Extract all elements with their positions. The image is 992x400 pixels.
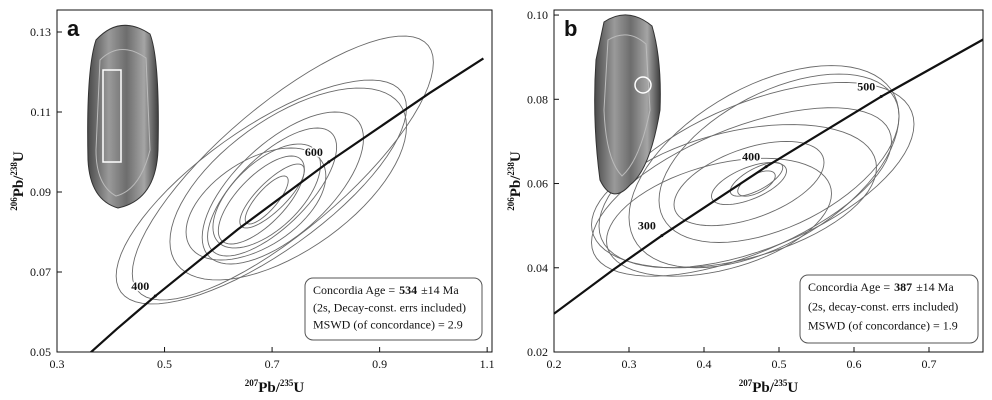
x-axis-label-part: 235 <box>774 378 788 388</box>
y-axis-label-part: U <box>11 151 27 162</box>
x-tick-label: 0.3 <box>622 357 637 371</box>
annotation-box <box>799 274 979 344</box>
annotation-mswd: MSWD (of concordance) = 1.9 <box>808 319 958 333</box>
x-axis-label-part: 235 <box>280 378 294 388</box>
age-point <box>153 294 157 298</box>
annotation-error: ±14 Ma <box>421 283 459 297</box>
y-tick-label: 0.07 <box>30 265 51 279</box>
age-label: 600 <box>305 145 323 159</box>
y-axis-label: 206Pb/238U <box>9 151 27 211</box>
y-tick-label: 0.02 <box>527 345 548 359</box>
annotation-error: ±14 Ma <box>916 280 954 294</box>
error-ellipse <box>244 175 289 225</box>
error-ellipse <box>212 143 321 249</box>
annotation-line: Concordia Age = 387 ±14 Ma <box>808 280 954 294</box>
x-axis-label-part: Pb/ <box>752 380 775 396</box>
annotation-mswd: MSWD (of concordance) = 2.9 <box>313 318 463 332</box>
concordia-curve <box>89 57 484 352</box>
plot-frame <box>56 9 493 353</box>
panel: 300 400 500 0.2 0.3 0.4 0.5 0.6 0.7 0.02 0.04 0.06 0… <box>506 8 984 396</box>
annotation-age: 534 <box>399 283 417 297</box>
x-tick-label: 1.1 <box>480 357 495 371</box>
error-ellipse <box>217 155 305 245</box>
y-axis-label-part: 238 <box>506 162 516 176</box>
annotation-prefix: Concordia Age = <box>808 280 890 294</box>
x-tick-label: 0.2 <box>547 357 562 371</box>
error-ellipse <box>591 107 892 277</box>
age-point <box>879 95 883 99</box>
age-label: 300 <box>638 219 656 233</box>
error-ellipse <box>737 170 776 197</box>
y-axis-label-part: 238 <box>9 162 19 176</box>
error-ellipse <box>658 73 900 243</box>
x-tick-label: 0.6 <box>847 357 862 371</box>
error-ellipse <box>239 163 305 229</box>
age-label: 400 <box>131 279 149 293</box>
error-ellipse <box>131 35 434 301</box>
annotation-prefix: Concordia Age = <box>313 283 395 297</box>
x-tick-label: 0.3 <box>50 357 65 371</box>
age-point <box>764 165 768 169</box>
error-ellipse <box>628 65 900 269</box>
y-axis-label-part: Pb/ <box>508 175 524 198</box>
error-ellipse <box>591 124 877 269</box>
panel-letter: a <box>67 16 80 41</box>
zircon-image <box>594 14 661 195</box>
x-axis-label: 207Pb/235U <box>245 378 305 396</box>
plot-frame <box>553 9 984 353</box>
y-tick-label: 0.09 <box>30 185 51 199</box>
plot-area <box>89 35 484 352</box>
panel-letter: b <box>564 16 577 41</box>
annotation-note: (2s, decay-const. errs included) <box>808 299 958 313</box>
x-tick-label: 0.4 <box>697 357 712 371</box>
panel: 400 600 0.3 0.5 0.7 0.9 1.1 0.05 0.07 0.09 0.11 0.1… <box>9 9 495 396</box>
error-ellipse <box>673 140 825 227</box>
y-tick-label: 0.04 <box>527 261 548 275</box>
error-ellipse <box>169 87 407 281</box>
error-ellipse <box>606 157 832 277</box>
x-axis-label-part: U <box>787 380 798 396</box>
y-axis-label-part: U <box>508 151 524 162</box>
y-axis-label-part: 206 <box>9 197 19 211</box>
error-ellipse <box>598 82 915 269</box>
x-axis-label: 207Pb/235U <box>739 378 799 396</box>
x-axis-label-part: 207 <box>739 378 753 388</box>
error-ellipse <box>185 147 327 261</box>
y-tick-label: 0.08 <box>527 92 548 106</box>
x-tick-label: 0.5 <box>157 357 172 371</box>
x-tick-label: 0.9 <box>372 357 387 371</box>
plot-area <box>554 38 983 315</box>
y-axis-label: 206Pb/238U <box>506 151 524 211</box>
x-axis-label-part: 207 <box>245 378 259 388</box>
annotation-age: 387 <box>894 280 912 294</box>
x-tick-label: 0.7 <box>265 357 280 371</box>
age-point <box>660 234 664 238</box>
y-tick-label: 0.11 <box>30 105 51 119</box>
annotation-note: (2s, Decay-const. errs included) <box>313 300 466 314</box>
error-ellipse <box>207 127 338 257</box>
y-tick-label: 0.06 <box>527 177 548 191</box>
annotation-line: Concordia Age = 534 ±14 Ma <box>313 283 459 297</box>
error-ellipse <box>711 162 787 206</box>
y-axis-label-part: Pb/ <box>11 175 27 198</box>
y-tick-label: 0.05 <box>30 345 51 359</box>
error-ellipse <box>201 111 364 265</box>
x-tick-label: 0.5 <box>772 357 787 371</box>
age-label: 500 <box>857 80 875 94</box>
y-tick-label: 0.10 <box>527 8 548 22</box>
x-axis-label-part: Pb/ <box>258 380 281 396</box>
y-axis-label-part: 206 <box>506 197 516 211</box>
zircon-image <box>87 24 159 209</box>
x-tick-label: 0.7 <box>922 357 937 371</box>
error-ellipse <box>115 79 407 305</box>
y-tick-label: 0.13 <box>30 25 51 39</box>
age-point <box>327 160 331 164</box>
age-label: 400 <box>742 150 760 164</box>
concordia-curve <box>554 38 983 315</box>
x-axis-label-part: U <box>293 380 304 396</box>
annotation-box <box>304 277 483 341</box>
